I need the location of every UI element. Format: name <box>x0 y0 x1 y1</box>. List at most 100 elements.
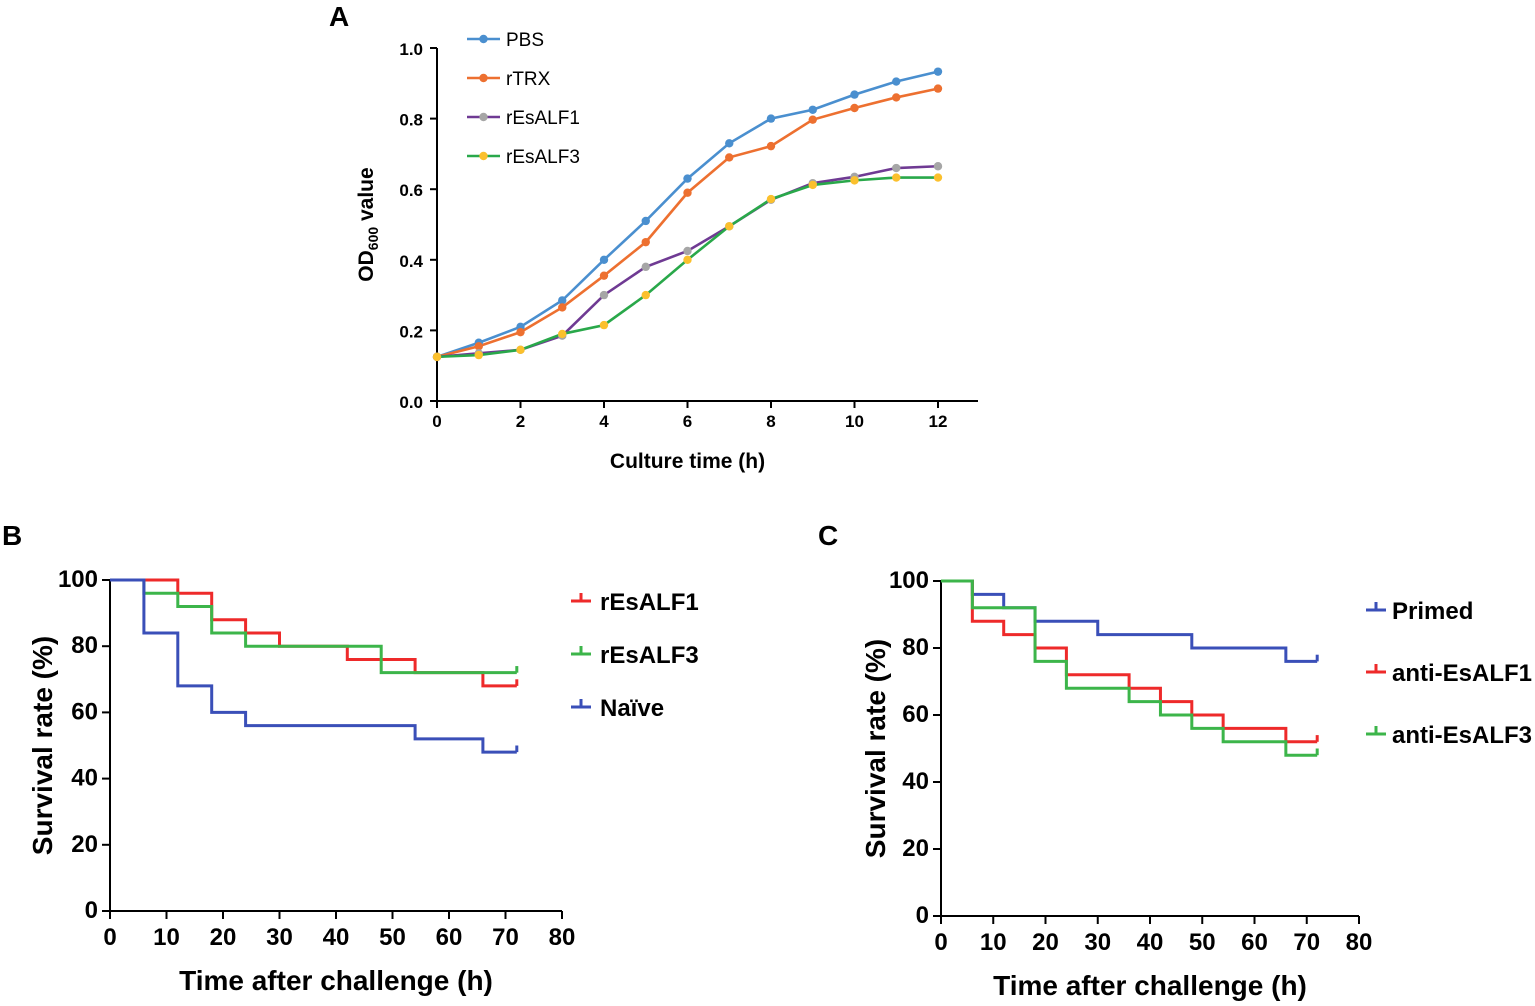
data-point-resalf3 <box>892 173 901 182</box>
data-point-resalf1 <box>599 290 609 300</box>
y-axis-title-c: Survival rate (%) <box>860 639 891 858</box>
x-tick-label-b: 50 <box>379 924 406 951</box>
panel-label-b: B <box>2 520 22 551</box>
y-tick-label-b: 40 <box>71 765 98 792</box>
data-point-resalf3 <box>558 329 567 339</box>
legend-label-resalf1: rEsALF1 <box>600 589 699 616</box>
data-point-resalf1 <box>933 162 943 171</box>
y-tick-label-c: 40 <box>902 768 929 795</box>
data-point-rtrx <box>933 84 943 93</box>
data-point-resalf3 <box>766 194 776 204</box>
x-tick-label-c: 0 <box>934 929 947 956</box>
x-tick-label-b: 60 <box>436 924 463 951</box>
y-tick-label-c: 0 <box>916 902 929 929</box>
data-point-rtrx <box>766 141 776 151</box>
data-point-resalf3 <box>432 352 442 362</box>
x-tick-label-c: 10 <box>980 929 1007 956</box>
y-tick-label-c: 100 <box>889 567 929 594</box>
data-point-resalf1 <box>683 246 692 256</box>
y-axis-title-a: OD600 value <box>355 167 381 281</box>
data-point-pbs <box>683 174 692 183</box>
x-tick-label-a: 10 <box>845 412 864 431</box>
legend-label-resalf1: rEsALF1 <box>506 108 580 129</box>
data-point-rtrx <box>558 303 567 312</box>
data-point-rtrx <box>599 271 609 280</box>
data-point-pbs <box>599 255 609 264</box>
legend-label-resalf3: rEsALF3 <box>506 147 580 168</box>
legend-marker-resalf1 <box>479 112 488 122</box>
x-tick-label-b: 70 <box>492 924 519 951</box>
y-tick-label-c: 80 <box>902 634 929 661</box>
data-point-rtrx <box>641 237 650 247</box>
survival-curve-anti-esalf3 <box>941 579 1318 757</box>
data-point-pbs <box>558 296 567 305</box>
x-tick-label-b: 0 <box>103 924 116 951</box>
y-tick-label-a: 0.6 <box>399 181 423 200</box>
x-tick-label-b: 10 <box>153 924 180 951</box>
y-tick-label-a: 0.8 <box>399 111 423 130</box>
chart-b: 0 10 20 30 40 50 60 70 80 0 20 40 60 80 100 Time after … <box>27 566 699 996</box>
x-tick-label-b: 40 <box>323 924 350 951</box>
y-tick-label-b: 80 <box>71 632 98 659</box>
data-point-resalf3 <box>599 320 609 330</box>
y-tick-label-a: 0.0 <box>399 393 423 412</box>
data-point-rtrx <box>850 103 859 113</box>
data-point-rtrx <box>474 342 483 351</box>
y-tick-label-c: 20 <box>902 835 929 862</box>
y-axis-title-b: Survival rate (%) <box>27 636 58 855</box>
x-tick-label-c: 70 <box>1293 929 1320 956</box>
chart-a: 0 2 4 6 8 10 12 0.0 0.2 0.4 0.6 0.8 1.0 Culture time … <box>355 30 978 473</box>
y-tick-label-c: 60 <box>902 701 929 728</box>
x-tick-label-a: 8 <box>766 412 775 431</box>
x-axis-title-b: Time after challenge (h) <box>179 965 493 996</box>
data-point-resalf3 <box>474 350 483 360</box>
data-point-resalf3 <box>641 290 650 300</box>
x-tick-label-b: 30 <box>266 924 293 951</box>
y-tick-label-b: 0 <box>85 897 98 924</box>
data-point-resalf1 <box>641 262 650 272</box>
x-tick-label-c: 40 <box>1137 929 1164 956</box>
y-tick-label-a: 0.4 <box>399 252 423 271</box>
data-point-resalf3 <box>933 173 943 182</box>
data-point-pbs <box>933 67 943 76</box>
data-point-resalf3 <box>516 345 525 355</box>
survival-curve-primed <box>941 579 1318 663</box>
data-point-resalf3 <box>850 176 859 185</box>
data-point-rtrx <box>892 93 901 102</box>
data-point-resalf1 <box>892 163 901 173</box>
x-tick-label-c: 60 <box>1241 929 1268 956</box>
y-tick-label-b: 20 <box>71 831 98 858</box>
x-axis-title-c: Time after challenge (h) <box>993 970 1307 1001</box>
data-point-rtrx <box>516 327 525 337</box>
x-tick-label-a: 6 <box>683 412 692 431</box>
survival-curve-anti-esalf1 <box>941 579 1318 744</box>
legend-label-naïve: Naïve <box>600 695 664 722</box>
data-point-pbs <box>641 216 650 226</box>
x-tick-label-c: 50 <box>1189 929 1216 956</box>
legend-marker-pbs <box>479 34 488 44</box>
data-point-resalf3 <box>808 180 817 190</box>
legend-label-anti-esalf1: anti-EsALF1 <box>1392 660 1532 687</box>
x-tick-label-c: 20 <box>1032 929 1059 956</box>
x-tick-label-a: 12 <box>929 412 948 431</box>
x-tick-label-c: 30 <box>1084 929 1111 956</box>
legend-label-pbs: PBS <box>506 30 544 51</box>
y-tick-label-b: 60 <box>71 698 98 725</box>
x-tick-label-a: 2 <box>516 412 525 431</box>
survival-curve-resalf3 <box>110 578 517 675</box>
y-tick-label-a: 0.2 <box>399 322 423 341</box>
data-point-rtrx <box>808 115 817 124</box>
legend-label-rtrx: rTRX <box>506 69 551 90</box>
survival-curve-naïve <box>110 578 517 754</box>
chart-c: 0 10 20 30 40 50 60 70 80 0 20 40 60 80 100 Time after … <box>860 567 1532 1001</box>
data-point-resalf3 <box>725 222 734 231</box>
panel-label-c: C <box>818 520 838 551</box>
legend-label-primed: Primed <box>1392 598 1473 625</box>
data-point-pbs <box>766 114 776 123</box>
panel-label-a: A <box>329 1 349 32</box>
x-axis-title-a: Culture time (h) <box>610 450 765 473</box>
x-tick-label-a: 0 <box>432 412 441 431</box>
data-point-pbs <box>892 77 901 86</box>
x-tick-label-a: 4 <box>599 412 609 431</box>
